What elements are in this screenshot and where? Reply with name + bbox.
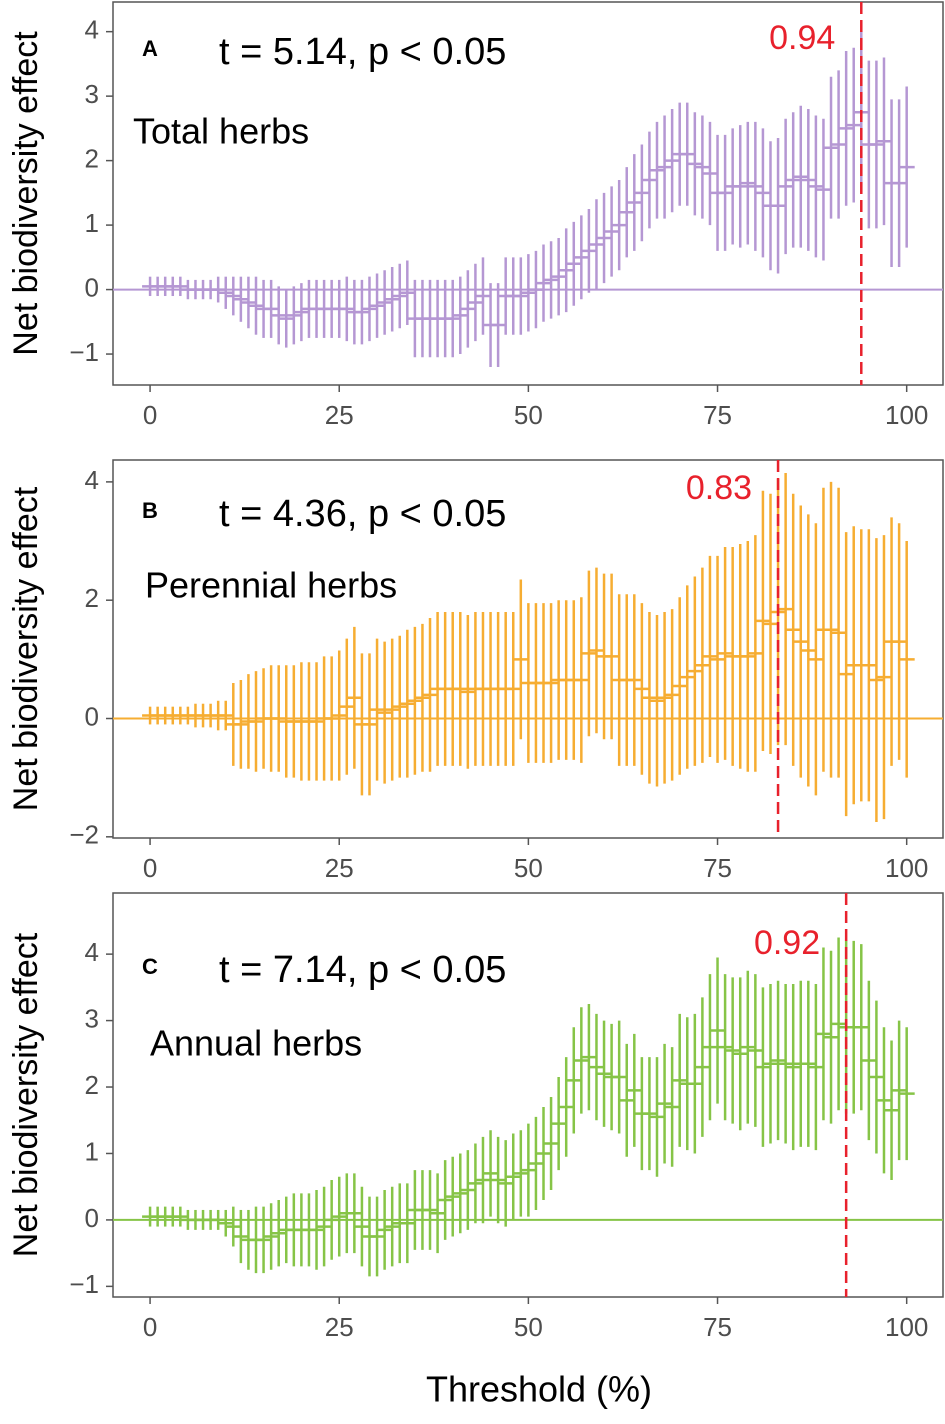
y-tick-label: 2 (85, 1070, 99, 1100)
y-tick-label: 2 (85, 583, 99, 613)
x-tick-label: 25 (325, 400, 354, 430)
x-tick-label: 75 (703, 1312, 732, 1342)
x-tick-label: 50 (514, 853, 543, 883)
x-tick-label: 25 (325, 1312, 354, 1342)
y-tick-label: 2 (85, 143, 99, 173)
y-axis-title: Net biodiversity effect (7, 486, 45, 811)
x-tick-label: 100 (885, 1312, 928, 1342)
group-label: Total herbs (133, 111, 309, 152)
y-tick-label: 4 (85, 15, 99, 45)
stat-text: t = 5.14, p < 0.05 (219, 31, 506, 73)
error-bars (142, 473, 915, 823)
y-axis-title: Net biodiversity effect (7, 31, 45, 356)
x-tick-label: 75 (703, 400, 732, 430)
x-tick-label: 75 (703, 853, 732, 883)
x-tick-label: 0 (143, 853, 157, 883)
group-label: Perennial herbs (145, 565, 397, 606)
y-tick-label: 0 (85, 1203, 99, 1233)
x-tick-label: 50 (514, 1312, 543, 1342)
y-tick-label: −2 (69, 820, 99, 850)
panel-letter: A (142, 36, 158, 61)
stat-text: t = 7.14, p < 0.05 (219, 949, 506, 991)
y-tick-label: −1 (69, 337, 99, 367)
threshold-label: 0.92 (754, 924, 820, 962)
x-tick-label: 0 (143, 400, 157, 430)
y-tick-label: 4 (85, 937, 99, 967)
y-tick-label: 4 (85, 465, 99, 495)
threshold-label: 0.94 (769, 19, 835, 57)
stat-text: t = 4.36, p < 0.05 (219, 493, 506, 535)
y-tick-label: 1 (85, 208, 99, 238)
x-tick-label: 100 (885, 400, 928, 430)
error-bars (142, 937, 915, 1277)
x-axis-title: Threshold (%) (426, 1369, 652, 1410)
y-tick-label: 3 (85, 1003, 99, 1033)
panel-letter: B (142, 498, 158, 523)
x-tick-label: 0 (143, 1312, 157, 1342)
group-label: Annual herbs (150, 1023, 362, 1064)
y-tick-label: 0 (85, 701, 99, 731)
y-axis-title: Net biodiversity effect (7, 932, 45, 1257)
y-tick-label: −1 (69, 1269, 99, 1299)
x-tick-label: 50 (514, 400, 543, 430)
y-tick-label: 0 (85, 272, 99, 302)
x-tick-label: 100 (885, 853, 928, 883)
error-bars (142, 31, 915, 367)
y-tick-label: 1 (85, 1136, 99, 1166)
panel-letter: C (142, 954, 158, 979)
x-tick-label: 25 (325, 853, 354, 883)
y-tick-label: 3 (85, 79, 99, 109)
threshold-label: 0.83 (686, 469, 752, 507)
